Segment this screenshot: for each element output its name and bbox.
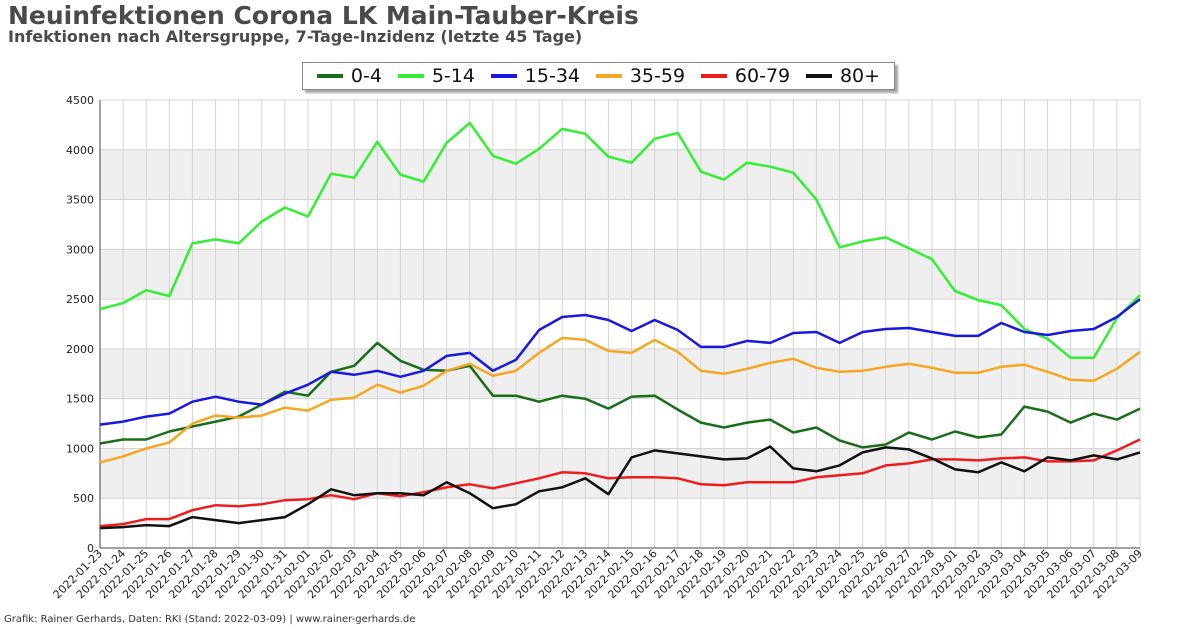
legend-swatch (397, 74, 424, 78)
y-tick-label: 1500 (66, 393, 94, 406)
background-band (100, 348, 1140, 399)
legend-item-15-34: 15-34 (490, 65, 580, 87)
legend-swatch (490, 74, 517, 78)
y-tick-label: 4000 (66, 144, 94, 157)
y-tick-label: 3500 (66, 194, 94, 207)
legend-label: 15-34 (524, 65, 580, 87)
legend-item-80+: 80+ (805, 65, 881, 87)
legend-label: 0-4 (350, 65, 382, 87)
legend-swatch (700, 74, 727, 78)
legend-swatch (595, 74, 622, 78)
series-line-15-34 (99, 298, 1141, 426)
background-band (100, 149, 1140, 200)
axes (99, 100, 1140, 549)
series-line-80+ (99, 445, 1141, 530)
chart-title: Neuinfektionen Corona LK Main-Tauber-Kre… (8, 1, 639, 30)
legend-label: 60-79 (734, 65, 791, 87)
legend-swatch (805, 74, 832, 78)
legend-item-35-59: 35-59 (595, 65, 686, 87)
legend-label: 5-14 (431, 65, 475, 87)
y-tick-label: 3000 (66, 243, 94, 256)
plot-background-bands (100, 149, 1140, 499)
footer-credit: Grafik: Rainer Gerhards, Daten: RKI (Sta… (4, 614, 416, 625)
y-tick-label: 2500 (66, 293, 94, 306)
y-tick-label: 4500 (66, 94, 94, 107)
legend-item-5-14: 5-14 (397, 65, 475, 87)
background-band (100, 448, 1140, 499)
legend-item-60-79: 60-79 (700, 65, 791, 87)
legend-label: 35-59 (629, 65, 686, 87)
legend-label: 80+ (839, 65, 881, 87)
y-tick-labels: 0 500 1000 1500 2000 2500 3000 3500 4000 4500 (66, 94, 94, 555)
y-tick-label: 500 (73, 492, 94, 505)
y-tick-label: 1000 (66, 442, 94, 455)
background-band (100, 249, 1140, 300)
x-tick-labels: 2022-01-232022-01-242022-01-252022-01-26… (51, 547, 1145, 601)
series-line-5-14 (99, 121, 1141, 360)
y-tick-label: 0 (87, 542, 94, 555)
y-tick-label: 2000 (66, 343, 94, 356)
legend-item-0-4: 0-4 (316, 65, 382, 87)
legend-swatch (316, 74, 343, 78)
legend: 0-4 5-14 15-34 35-59 60-79 80+ (302, 62, 895, 90)
chart-subtitle: Infektionen nach Altersgruppe, 7-Tage-In… (8, 27, 583, 46)
horizontal-gridlines (100, 99, 1140, 549)
series-lines (99, 121, 1141, 530)
series-line-35-59 (99, 336, 1141, 464)
